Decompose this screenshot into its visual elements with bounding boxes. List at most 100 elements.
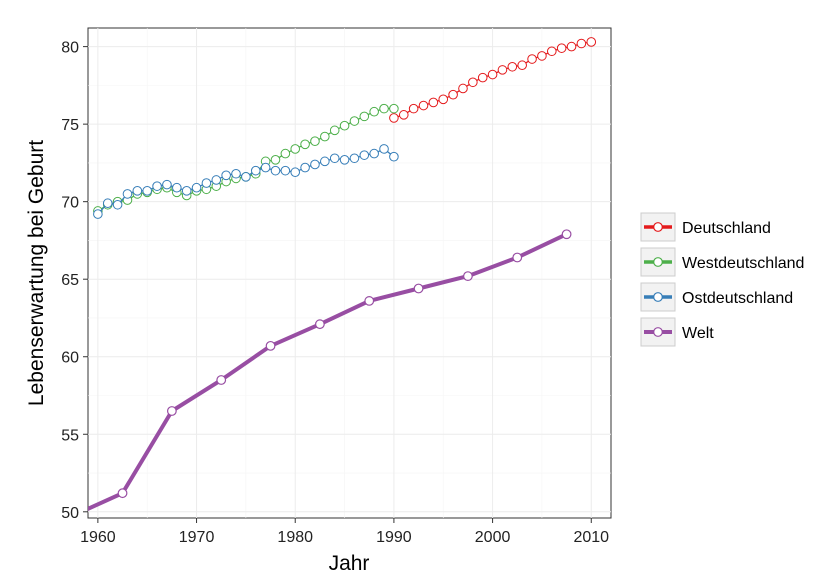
data-point-ostdeutschland — [142, 186, 153, 196]
x-tick-label: 2000 — [475, 529, 511, 546]
data-point-westdeutschland — [329, 125, 340, 136]
y-tick-label: 60 — [61, 350, 79, 367]
series-layer — [88, 37, 597, 512]
data-point-deutschland — [477, 72, 488, 83]
data-point-ostdeutschland — [320, 156, 330, 167]
data-point-ostdeutschland — [270, 165, 281, 176]
data-point-westdeutschland — [369, 106, 379, 117]
data-point-deutschland — [438, 94, 449, 105]
data-point-ostdeutschland — [290, 167, 301, 178]
data-point-westdeutschland — [270, 155, 281, 165]
legend-key-marker-westdeutschland — [653, 257, 663, 267]
data-point-deutschland — [468, 77, 478, 88]
data-point-ostdeutschland — [172, 182, 182, 193]
data-point-ostdeutschland — [181, 186, 192, 196]
data-point-deutschland — [546, 46, 557, 57]
y-tick-label: 75 — [61, 117, 79, 134]
data-point-ostdeutschland — [201, 178, 212, 188]
x-tick-label: 1970 — [179, 529, 215, 546]
data-point-deutschland — [576, 38, 587, 49]
data-point-ostdeutschland — [93, 209, 103, 219]
data-point-deutschland — [487, 69, 498, 80]
x-tick-label: 1990 — [376, 529, 412, 546]
data-point-welt — [512, 252, 523, 263]
y-axis-title: Lebenserwartung bei Geburt — [25, 140, 48, 406]
legend-label-welt: Welt — [682, 325, 714, 342]
legend-label-ostdeutschland: Ostdeutschland — [682, 290, 793, 307]
data-point-westdeutschland — [379, 103, 389, 114]
data-point-ostdeutschland — [379, 144, 389, 154]
data-point-ostdeutschland — [112, 199, 123, 210]
data-point-ostdeutschland — [231, 168, 241, 179]
data-point-deutschland — [428, 97, 439, 108]
data-point-ostdeutschland — [389, 151, 399, 162]
data-point-ostdeutschland — [241, 172, 251, 182]
plot-clip-group — [88, 37, 597, 512]
data-point-deutschland — [497, 65, 508, 75]
data-point-deutschland — [408, 103, 419, 114]
data-point-ostdeutschland — [359, 150, 370, 160]
data-point-ostdeutschland — [260, 162, 271, 173]
x-tick-label: 1960 — [80, 529, 116, 546]
data-point-ostdeutschland — [250, 165, 261, 176]
data-point-ostdeutschland — [300, 162, 310, 173]
data-point-deutschland — [418, 100, 429, 111]
data-point-deutschland — [556, 43, 567, 53]
y-tick-label: 65 — [61, 272, 79, 289]
data-point-welt — [561, 229, 572, 240]
y-tick-label: 55 — [61, 427, 79, 444]
data-point-welt — [265, 340, 276, 351]
data-point-deutschland — [398, 110, 409, 120]
data-point-ostdeutschland — [280, 165, 291, 176]
data-point-deutschland — [458, 83, 468, 94]
data-point-deutschland — [527, 54, 537, 64]
data-point-deutschland — [507, 61, 518, 72]
data-point-deutschland — [566, 41, 577, 52]
data-point-deutschland — [448, 89, 458, 100]
data-point-ostdeutschland — [310, 159, 320, 170]
y-tick-label: 50 — [61, 505, 79, 522]
data-point-ostdeutschland — [211, 175, 222, 185]
axes: 1960 1970 1980 1990 2000 2010 50 55 60 65 70 75 80 — [61, 40, 609, 546]
x-tick-label: 1980 — [277, 529, 313, 546]
data-point-ostdeutschland — [349, 153, 360, 164]
data-point-deutschland — [586, 37, 597, 47]
data-point-welt — [364, 296, 375, 306]
y-tick-label: 70 — [61, 195, 79, 212]
data-point-westdeutschland — [359, 111, 370, 122]
data-point-welt — [166, 406, 177, 416]
data-point-westdeutschland — [389, 103, 399, 114]
data-point-welt — [216, 375, 227, 385]
grid-lines — [88, 28, 611, 518]
data-point-westdeutschland — [339, 120, 350, 131]
data-point-westdeutschland — [290, 144, 301, 154]
data-point-deutschland — [389, 113, 399, 123]
data-point-westdeutschland — [349, 116, 360, 126]
data-point-welt — [117, 488, 128, 499]
data-point-westdeutschland — [310, 136, 320, 146]
data-point-ostdeutschland — [191, 182, 202, 193]
data-point-ostdeutschland — [122, 189, 133, 199]
data-point-ostdeutschland — [132, 186, 143, 196]
data-point-deutschland — [537, 51, 547, 61]
legend-key-marker-deutschland — [653, 222, 663, 232]
x-tick-label: 2010 — [573, 529, 609, 546]
legend-label-deutschland: Deutschland — [682, 220, 771, 237]
x-axis-title: Jahr — [329, 552, 370, 575]
data-point-welt — [314, 319, 325, 330]
legend-key-marker-ostdeutschland — [653, 292, 663, 302]
legend-label-westdeutschland: Westdeutschland — [682, 255, 804, 272]
plot-panel — [87, 27, 612, 519]
data-point-deutschland — [517, 60, 527, 71]
y-tick-label: 80 — [61, 40, 79, 57]
data-point-ostdeutschland — [162, 179, 172, 190]
data-point-westdeutschland — [300, 139, 310, 150]
data-point-westdeutschland — [320, 131, 330, 142]
data-point-ostdeutschland — [102, 198, 113, 209]
data-point-westdeutschland — [280, 148, 291, 159]
data-point-welt — [463, 271, 473, 282]
data-point-ostdeutschland — [152, 181, 162, 191]
legend: Deutschland Westdeutschland Ostdeutschland… — [640, 212, 804, 347]
data-point-ostdeutschland — [221, 170, 231, 181]
